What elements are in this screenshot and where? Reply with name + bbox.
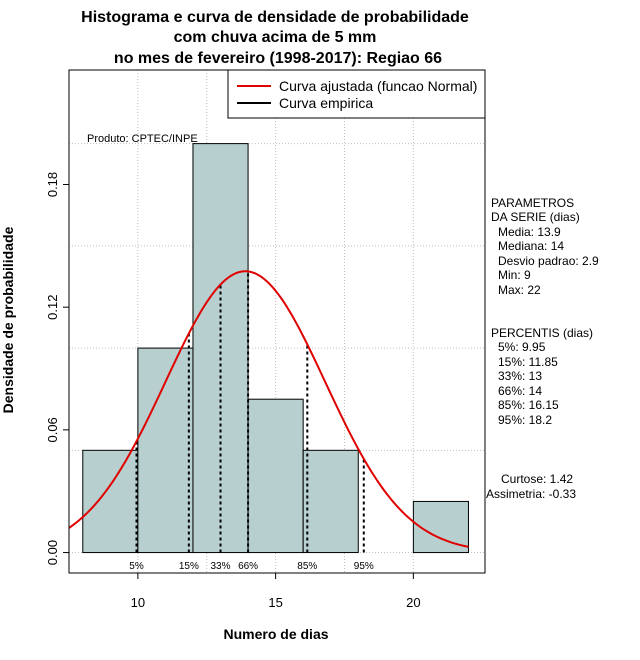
normal-fit-curve bbox=[68, 270, 469, 548]
title-line-2: com chuva acima de 5 mm bbox=[174, 29, 377, 46]
histogram-bar-3 bbox=[247, 398, 304, 554]
params-title-line-1: PARAMETROS bbox=[491, 196, 574, 210]
percentil-33: 33%: 13 bbox=[498, 369, 542, 383]
histogram-bar-1 bbox=[137, 347, 194, 554]
y-tick-label-1: 0.06 bbox=[45, 417, 60, 442]
axes: 10 15 20 0.00 0.06 0.12 0.18 bbox=[45, 172, 421, 610]
y-tick-label-3: 0.18 bbox=[45, 172, 60, 197]
percentis-title: PERCENTIS (dias) bbox=[491, 326, 593, 340]
params-title-line-2: DA SERIE (dias) bbox=[491, 210, 580, 224]
percentile-label-2: 33% bbox=[211, 561, 231, 572]
legend-empirical-label: Curva empirica bbox=[279, 95, 373, 111]
percentile-lines: 5% 15% 33% 66% 85% 95% bbox=[129, 271, 374, 572]
y-tick-label-0: 0.00 bbox=[45, 540, 60, 565]
percentil-5: 5%: 9.95 bbox=[498, 340, 546, 354]
percentile-label-4: 85% bbox=[297, 561, 317, 572]
percentile-label-3: 66% bbox=[238, 561, 258, 572]
x-tick-label-0: 10 bbox=[131, 595, 145, 610]
y-tick-label-2: 0.12 bbox=[45, 295, 60, 320]
curtose: Curtose: 1.42 bbox=[501, 472, 573, 486]
stats-panel: PARAMETROS DA SERIE (dias) Media: 13.9 M… bbox=[486, 196, 599, 501]
x-tick-label-2: 20 bbox=[406, 595, 420, 610]
percentil-85: 85%: 16.15 bbox=[498, 398, 559, 412]
legend: Curva ajustada (funcao Normal) Curva emp… bbox=[227, 69, 486, 119]
percentil-15: 15%: 11.85 bbox=[498, 355, 558, 369]
percentil-95: 95%: 18.2 bbox=[498, 413, 552, 427]
percentile-label-1: 15% bbox=[179, 561, 199, 572]
title-line-3: no mes de fevereiro (1998-2017): Regiao … bbox=[114, 50, 442, 67]
histogram-bar-0 bbox=[82, 449, 139, 554]
histogram-bars bbox=[82, 143, 469, 554]
legend-box bbox=[227, 69, 486, 119]
param-desvio: Desvio padrao: 2.9 bbox=[498, 254, 599, 268]
param-max: Max: 22 bbox=[498, 283, 541, 297]
fit-curve-layer bbox=[68, 270, 469, 548]
percentile-label-0: 5% bbox=[129, 561, 144, 572]
x-tick-label-1: 15 bbox=[268, 595, 282, 610]
param-media: Media: 13.9 bbox=[498, 225, 561, 239]
title-line-1: Histograma e curva de densidade de proba… bbox=[81, 9, 469, 26]
assimetria: Assimetria: -0.33 bbox=[486, 487, 576, 501]
param-mediana: Mediana: 14 bbox=[498, 239, 564, 253]
histogram-bar-4 bbox=[302, 449, 359, 554]
percentile-label-5: 95% bbox=[354, 561, 374, 572]
percentil-66: 66%: 14 bbox=[498, 384, 542, 398]
y-axis-title: Densidade de probabilidade bbox=[0, 226, 16, 413]
param-min: Min: 9 bbox=[498, 268, 531, 282]
x-axis-title: Numero de dias bbox=[223, 626, 328, 642]
legend-fit-label: Curva ajustada (funcao Normal) bbox=[279, 78, 477, 94]
product-note: Produto: CPTEC/INPE bbox=[87, 133, 198, 145]
chart-title: Histograma e curva de densidade de proba… bbox=[81, 9, 469, 67]
